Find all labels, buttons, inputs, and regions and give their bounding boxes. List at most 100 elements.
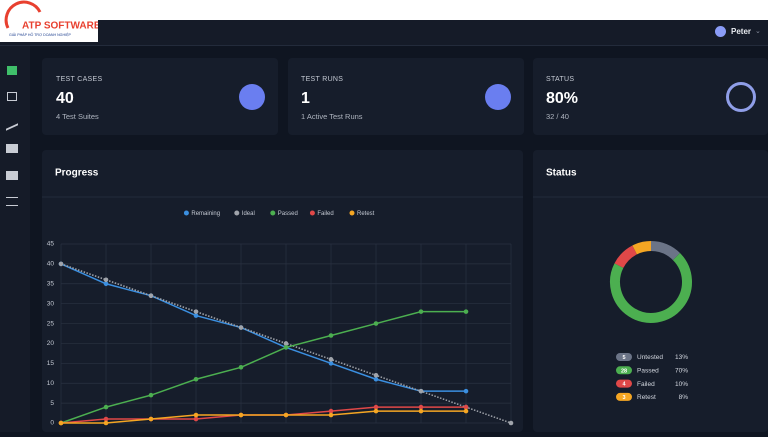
- user-caret[interactable]: ⌄: [755, 28, 761, 35]
- card-sub: 4 Test Suites: [56, 112, 99, 121]
- point: [328, 361, 334, 366]
- point: [193, 412, 199, 418]
- logo-title: ATP SOFTWARE: [22, 21, 98, 32]
- nav-icon[interactable]: [6, 144, 18, 153]
- legend-label: Failed: [637, 381, 655, 388]
- nav-icon[interactable]: [6, 197, 18, 206]
- point: [58, 261, 64, 267]
- panel-title: Status: [546, 168, 577, 179]
- nav-icon[interactable]: [7, 92, 17, 101]
- legend-badge: [616, 353, 632, 361]
- point: [148, 416, 154, 422]
- point: [193, 416, 199, 422]
- point: [373, 408, 379, 414]
- point: [373, 404, 379, 410]
- series-line: [60, 263, 466, 392]
- point: [58, 420, 64, 426]
- point: [373, 376, 379, 382]
- card-sub: 32 / 40: [546, 112, 569, 121]
- point: [283, 341, 289, 346]
- legend-swatch: [270, 210, 276, 216]
- legend-swatch: [309, 210, 315, 216]
- y-tick-label: 45: [47, 241, 55, 248]
- point: [418, 309, 424, 314]
- logo[interactable]: ATP SOFTWARE GIẢI PHÁP HỖ TRỢ DOANH NGHI…: [0, 0, 101, 42]
- point: [373, 321, 379, 326]
- legend-badge: [616, 366, 632, 375]
- logo-tagline: GIẢI PHÁP HỖ TRỢ DOANH NGHIỆP: [9, 32, 71, 37]
- status-ring: [726, 82, 756, 112]
- nav-icon[interactable]: [6, 171, 18, 180]
- point: [238, 365, 244, 370]
- y-tick-label: 15: [47, 360, 55, 367]
- card-sub: 1 Active Test Runs: [301, 112, 363, 121]
- legend-label: Passed: [637, 368, 659, 375]
- avatar[interactable]: [715, 26, 726, 37]
- card-label: TEST RUNS: [301, 76, 344, 83]
- point: [193, 313, 199, 318]
- progress-chart: Progress 0 5 10 15 20 25 30 35 40 45 Remaining Idea…: [42, 168, 523, 427]
- legend-swatch: [234, 210, 240, 216]
- legend-count: 3: [622, 395, 625, 401]
- legend-label: Passed: [278, 211, 298, 217]
- point: [103, 404, 109, 410]
- point: [238, 412, 244, 418]
- point: [418, 404, 424, 410]
- legend-percent: 10%: [675, 381, 688, 388]
- user-name[interactable]: Peter: [731, 27, 752, 36]
- status-chart: Status 5 Untested 13% 28 Passed 70% 4 Failed 10%…: [533, 168, 768, 401]
- legend-count: 28: [621, 368, 627, 374]
- point: [463, 388, 469, 394]
- donut-segment: [650, 241, 680, 261]
- point: [148, 293, 154, 299]
- legend-badge: [616, 392, 632, 401]
- nav-icon[interactable]: [6, 115, 18, 131]
- donut-segment: [614, 245, 638, 269]
- card-value: 1: [301, 90, 310, 107]
- point: [193, 309, 199, 314]
- card-value: 80%: [546, 90, 579, 107]
- point: [103, 277, 109, 283]
- y-tick-label: 10: [47, 380, 55, 387]
- card-icon: [239, 84, 265, 110]
- point: [148, 392, 154, 398]
- sidebar: [0, 46, 30, 432]
- legend-label: Failed: [317, 211, 333, 217]
- card-label: STATUS: [546, 76, 575, 83]
- stat-card: TEST RUNS 1 1 Active Test Runs: [288, 58, 524, 135]
- point: [328, 412, 334, 418]
- y-tick-label: 35: [47, 280, 55, 287]
- legend-label: Untested: [637, 354, 663, 361]
- nav-icon[interactable]: [7, 66, 17, 75]
- series-line: [60, 310, 466, 424]
- panel-title: Progress: [55, 168, 99, 179]
- legend-swatch: [349, 210, 355, 216]
- stat-card: TEST CASES 40 4 Test Suites: [42, 58, 278, 135]
- point: [373, 372, 379, 378]
- legend-label: Remaining: [191, 211, 220, 217]
- donut-segment: [610, 253, 692, 323]
- point: [103, 416, 109, 422]
- legend-count: 5: [622, 355, 625, 361]
- logo-art: ATP SOFTWARE GIẢI PHÁP HỖ TRỢ DOANH NGHI…: [4, 0, 101, 37]
- point: [328, 357, 334, 362]
- series-line: [61, 410, 466, 424]
- point: [463, 309, 469, 314]
- point: [463, 404, 469, 410]
- legend-label: Retest: [357, 211, 375, 217]
- status-panel: Status 5 Untested 13% 28 Passed 70% 4 Failed 10%…: [533, 150, 768, 432]
- legend-percent: 70%: [675, 368, 688, 375]
- legend-count: 4: [622, 382, 626, 388]
- legend-percent: 8%: [679, 394, 689, 401]
- point: [103, 420, 109, 426]
- progress-panel: Progress 0 5 10 15 20 25 30 35 40 45 Remaining Idea…: [42, 150, 523, 432]
- card-label: TEST CASES: [56, 76, 103, 83]
- logo-swoosh: [4, 0, 42, 29]
- y-tick-label: 0: [50, 420, 54, 427]
- legend-label: Ideal: [242, 211, 255, 217]
- y-tick-label: 25: [47, 320, 55, 327]
- point: [328, 408, 334, 414]
- legend-swatch: [183, 210, 189, 216]
- legend-badge: [616, 379, 632, 388]
